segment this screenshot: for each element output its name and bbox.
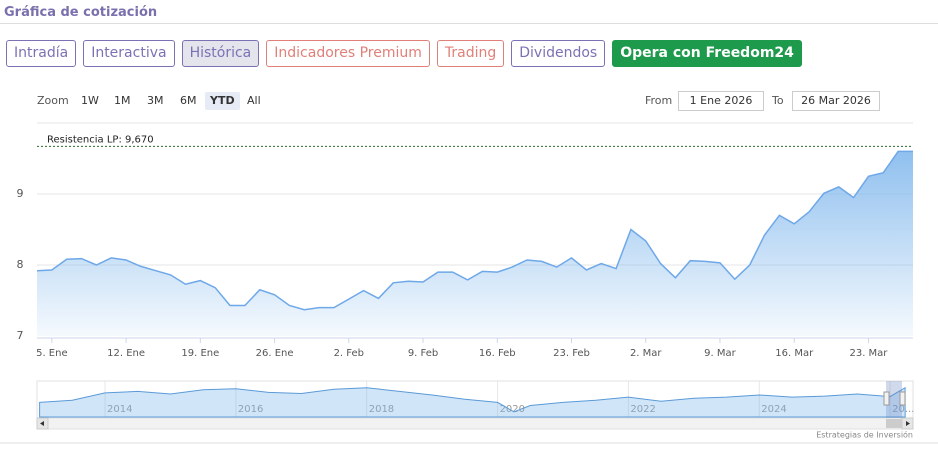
- navigator-handle[interactable]: [883, 391, 890, 406]
- navigator-tick-label: 2024: [761, 404, 786, 415]
- navigator-selection[interactable]: [886, 381, 902, 418]
- tab[interactable]: Indicadores Premium: [266, 40, 430, 67]
- arrow-right: [906, 421, 910, 426]
- y-tick-label: 7: [17, 329, 24, 342]
- zoom-button[interactable]: 1M: [114, 94, 131, 107]
- area-fill: [37, 151, 913, 336]
- widget-title: Gráfica de cotización: [4, 5, 158, 20]
- navigator-area: [39, 386, 906, 418]
- scrollbar[interactable]: [36, 417, 914, 430]
- arrow-left: [40, 421, 44, 426]
- resistance-label: Resistencia LP: 9,670: [47, 134, 154, 145]
- tab[interactable]: Opera con Freedom24: [612, 40, 802, 67]
- from-label: From: [645, 94, 673, 107]
- navigator-tick-label: 2020: [500, 404, 525, 415]
- tab[interactable]: Histórica: [181, 40, 260, 67]
- zoom-button[interactable]: All: [247, 94, 261, 107]
- tab[interactable]: Dividendos: [511, 40, 606, 67]
- from-input[interactable]: 1 Ene 2026: [678, 91, 764, 111]
- x-tick-label: 2. Feb: [334, 348, 364, 359]
- navigator-tick-label: 2018: [369, 404, 394, 415]
- range-selector: Zoom 1W 1M 3M 6M YTD All From 1 Ene 2026 To 26 Mar…: [37, 91, 880, 112]
- x-tick-label: 9. Feb: [408, 348, 438, 359]
- y-tick-label: 8: [17, 258, 24, 271]
- navigator-tick-label: 2014: [107, 404, 132, 415]
- zoom-label: Zoom: [37, 94, 69, 107]
- x-tick-label: 9. Mar: [704, 348, 736, 359]
- navigator-tick-label: 2016: [238, 404, 263, 415]
- x-tick-label: 26. Ene: [256, 348, 294, 359]
- x-tick-label: 16. Feb: [479, 348, 516, 359]
- zoom-button[interactable]: YTD: [205, 92, 240, 110]
- zoom-button[interactable]: 6M: [180, 94, 197, 107]
- x-tick-label: 5. Ene: [36, 348, 68, 359]
- scroll-thumb[interactable]: [886, 419, 902, 428]
- x-tick-label: 12. Ene: [107, 348, 145, 359]
- y-tick-label: 9: [17, 187, 24, 200]
- zoom-button[interactable]: 1W: [81, 94, 99, 107]
- navigator-tick-label: 20...: [892, 404, 914, 415]
- tab[interactable]: Interactiva: [83, 40, 175, 67]
- x-tick-label: 16. Mar: [775, 348, 814, 359]
- navigator-handle[interactable]: [899, 391, 906, 406]
- x-tick-label: 23. Mar: [849, 348, 888, 359]
- credit: Estrategias de Inversión: [816, 430, 913, 440]
- divider: [0, 23, 938, 24]
- price-line: [36, 150, 913, 311]
- tab[interactable]: Trading: [436, 40, 505, 67]
- to-label: To: [772, 94, 784, 107]
- tab[interactable]: Intradía: [6, 40, 77, 67]
- zoom-button[interactable]: 3M: [147, 94, 164, 107]
- to-input[interactable]: 26 Mar 2026: [792, 91, 880, 111]
- x-tick-label: 23. Feb: [553, 348, 590, 359]
- tabs: Intradía Interactiva Histórica Indicadores …: [6, 40, 802, 67]
- x-tick-label: 2. Mar: [630, 348, 662, 359]
- x-tick-label: 19. Ene: [181, 348, 219, 359]
- navigator-tick-label: 2022: [630, 404, 655, 415]
